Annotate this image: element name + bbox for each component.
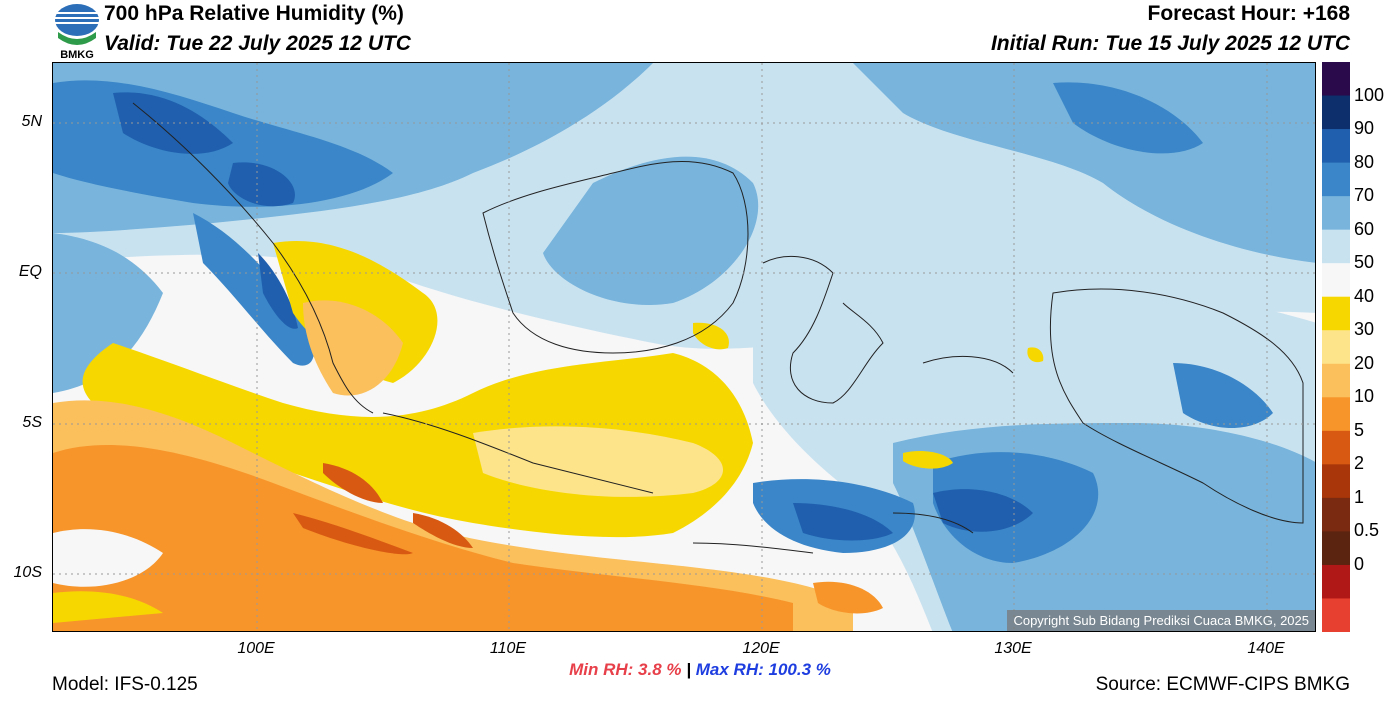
colorbar-tick-label: 50: [1354, 252, 1375, 273]
lat-label-5n: 5N: [21, 113, 42, 130]
colorbar-tick-label: 20: [1354, 352, 1375, 373]
initial-run: Initial Run: Tue 15 July 2025 12 UTC: [990, 32, 1350, 55]
colorbar-tick-label: 2: [1354, 453, 1365, 474]
max-rh-value: 100.3 %: [768, 660, 831, 679]
humidity-map: Copyright Sub Bidang Prediksi Cuaca BMKG…: [52, 62, 1316, 632]
colorbar-tick-label: 5: [1354, 419, 1365, 440]
source-label: Source: ECMWF-CIPS BMKG: [1095, 674, 1350, 695]
colorbar-swatch: [1322, 62, 1350, 97]
colorbar-tick-label: 0.5: [1354, 520, 1380, 541]
colorbar-swatch: [1322, 330, 1350, 365]
colorbar-swatch: [1322, 531, 1350, 566]
colorbar-tick-label: 40: [1354, 285, 1375, 306]
colorbar-tick-label: 60: [1354, 218, 1375, 239]
colorbar-swatch: [1322, 430, 1350, 465]
colorbar-swatch: [1322, 229, 1350, 264]
map-title: 700 hPa Relative Humidity (%): [104, 2, 404, 25]
colorbar-tick-label: 80: [1354, 151, 1375, 172]
colorbar-swatch: [1322, 263, 1350, 298]
lon-label-140e: 140E: [1247, 640, 1285, 657]
colorbar-tick-label: 70: [1354, 185, 1375, 206]
forecast-hour: Forecast Hour: +168: [1147, 2, 1351, 25]
colorbar-swatch: [1322, 95, 1350, 130]
lon-label-100e: 100E: [237, 640, 275, 657]
colorbar-swatch: [1322, 397, 1350, 432]
colorbar-tick-label: 10: [1354, 386, 1375, 407]
colorbar-tick-label: 100: [1354, 84, 1385, 105]
colorbar-swatch: [1322, 129, 1350, 164]
colorbar-swatch: [1322, 598, 1350, 632]
copyright-notice: Copyright Sub Bidang Prediksi Cuaca BMKG…: [1007, 610, 1315, 631]
model-label: Model: IFS-0.125: [52, 674, 198, 695]
colorbar-swatch: [1322, 296, 1350, 331]
colorbar-swatch: [1322, 196, 1350, 231]
min-max-separator: |: [686, 660, 692, 679]
colorbar-tick-label: 1: [1354, 486, 1365, 507]
colorbar-swatch: [1322, 162, 1350, 197]
colorbar-swatch: [1322, 464, 1350, 499]
lat-label-eq: EQ: [18, 263, 42, 280]
min-rh-value: 3.8 %: [638, 660, 682, 679]
colorbar-swatch: [1322, 497, 1350, 532]
colorbar-tick-label: 90: [1354, 118, 1375, 139]
lat-label-5s: 5S: [22, 414, 42, 431]
colorbar-swatch: [1322, 564, 1350, 599]
lon-label-130e: 130E: [994, 640, 1032, 657]
min-rh-label: Min RH:: [569, 660, 634, 679]
min-max-rh: Min RH: 3.8 % | Max RH: 100.3 %: [0, 660, 1400, 680]
lat-label-10s: 10S: [13, 564, 42, 581]
colorbar-tick-label: 30: [1354, 319, 1375, 340]
colorbar-tick-label: 0: [1354, 553, 1365, 574]
bmkg-logo: BMKG: [52, 2, 102, 61]
valid-time: Valid: Tue 22 July 2025 12 UTC: [104, 32, 411, 55]
colorbar-swatch: [1322, 363, 1350, 398]
max-rh-label: Max RH:: [695, 660, 764, 679]
lon-label-120e: 120E: [742, 640, 780, 657]
colorbar: [1322, 62, 1350, 632]
lon-label-110e: 110E: [489, 640, 527, 657]
svg-text:BMKG: BMKG: [60, 49, 94, 60]
